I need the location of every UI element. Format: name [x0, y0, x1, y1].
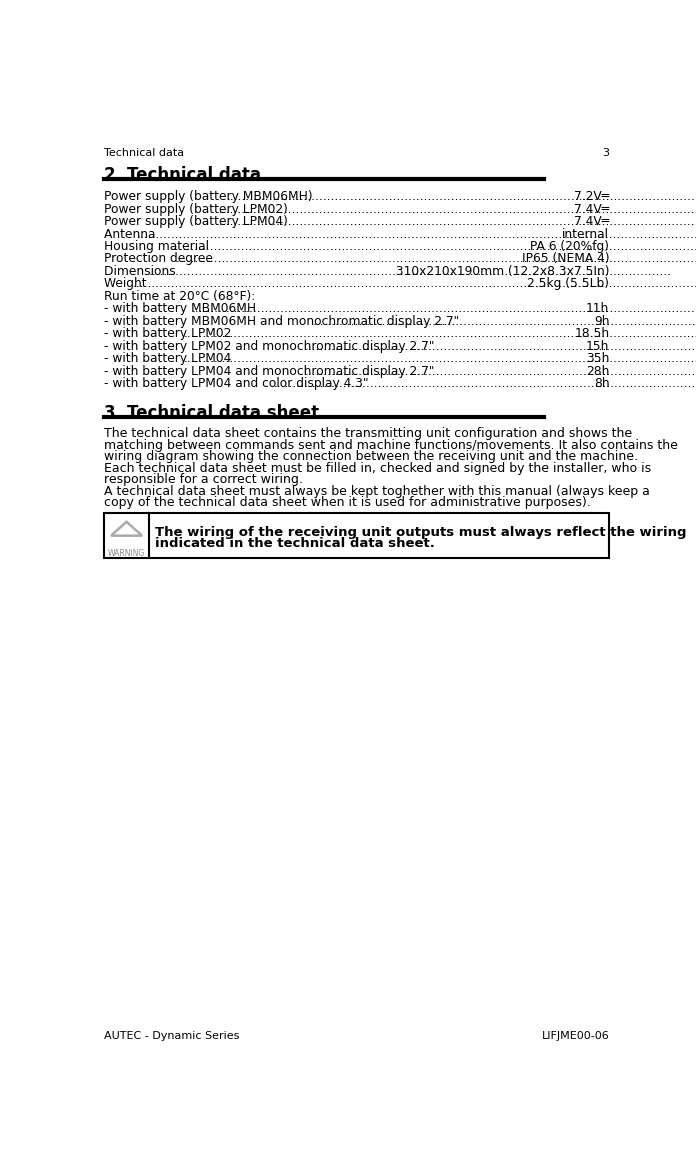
- Text: IP65 (NEMA 4): IP65 (NEMA 4): [522, 252, 610, 265]
- Text: Power supply (battery LPM02): Power supply (battery LPM02): [104, 203, 292, 216]
- Text: Run time at 20°C (68°F):: Run time at 20°C (68°F):: [104, 289, 255, 303]
- Text: Dimensions: Dimensions: [104, 265, 180, 278]
- Text: ................................................................................: ........................................…: [219, 215, 696, 228]
- Text: - with battery MBM06MH and monochromatic display 2.7": - with battery MBM06MH and monochromatic…: [104, 315, 459, 328]
- Text: 3: 3: [602, 148, 610, 158]
- Text: ................................................................................: ........................................…: [176, 252, 696, 265]
- Text: ................................................................................: ........................................…: [184, 352, 696, 365]
- Text: Each technical data sheet must be filled in, checked and signed by the installer: Each technical data sheet must be filled…: [104, 462, 651, 475]
- Text: LIFJME00-06: LIFJME00-06: [541, 1030, 610, 1041]
- Text: 28h: 28h: [586, 365, 610, 378]
- Text: 3: 3: [104, 404, 116, 421]
- Text: copy of the technical data sheet when it is used for administrative purposes).: copy of the technical data sheet when it…: [104, 496, 591, 509]
- Text: Housing material: Housing material: [104, 240, 213, 253]
- Text: Antenna: Antenna: [104, 228, 159, 240]
- Text: wiring diagram showing the connection between the receiving unit and the machine: wiring diagram showing the connection be…: [104, 449, 638, 463]
- Text: ................................................................................: ........................................…: [133, 278, 696, 291]
- Text: ................................................................................: ........................................…: [306, 365, 696, 378]
- Text: 2.5kg (5.5Lb): 2.5kg (5.5Lb): [528, 278, 610, 291]
- Polygon shape: [111, 522, 142, 536]
- Text: Technical data: Technical data: [127, 166, 261, 184]
- Text: ................................................................................: ........................................…: [191, 302, 696, 315]
- Text: !: !: [124, 526, 129, 539]
- Text: PA 6 (20%fg): PA 6 (20%fg): [526, 240, 610, 253]
- Text: Power supply (battery LPM04): Power supply (battery LPM04): [104, 215, 292, 228]
- Text: Protection degree: Protection degree: [104, 252, 216, 265]
- Text: 7.4V═: 7.4V═: [574, 203, 610, 216]
- Text: 8h: 8h: [594, 377, 610, 390]
- Text: - with battery LPM04: - with battery LPM04: [104, 352, 232, 365]
- Text: 7.2V═: 7.2V═: [574, 190, 610, 203]
- Text: Power supply (battery MBM06MH): Power supply (battery MBM06MH): [104, 190, 317, 203]
- Text: 2: 2: [104, 166, 116, 184]
- Text: WARNING: WARNING: [108, 548, 145, 558]
- Text: ................................................................................: ........................................…: [227, 190, 696, 203]
- Text: internal: internal: [562, 228, 610, 240]
- Text: ................................................................................: ........................................…: [172, 240, 696, 253]
- Text: 9h: 9h: [594, 315, 610, 328]
- Text: ................................................................................: ........................................…: [149, 265, 672, 278]
- Text: A technical data sheet must always be kept toghether with this manual (always ke: A technical data sheet must always be ke…: [104, 484, 650, 498]
- Text: ................................................................................: ........................................…: [306, 340, 696, 352]
- Text: 310x210x190mm (12.2x8.3x7.5In): 310x210x190mm (12.2x8.3x7.5In): [392, 265, 610, 278]
- Text: ................................................................................: ........................................…: [219, 203, 696, 216]
- Text: The wiring of the receiving unit outputs must always reflect the wiring: The wiring of the receiving unit outputs…: [155, 525, 687, 539]
- Text: 18.5h: 18.5h: [574, 327, 610, 341]
- Text: matching between commands sent and machine functions/movements. It also contains: matching between commands sent and machi…: [104, 439, 678, 452]
- Text: indicated in the technical data sheet.: indicated in the technical data sheet.: [155, 537, 435, 550]
- Text: ................................................................................: ........................................…: [137, 228, 696, 240]
- FancyBboxPatch shape: [104, 513, 610, 558]
- Text: AUTEC - Dynamic Series: AUTEC - Dynamic Series: [104, 1030, 239, 1041]
- Text: - with battery LPM02 and monochromatic display 2.7": - with battery LPM02 and monochromatic d…: [104, 340, 434, 352]
- Text: The technical data sheet contains the transmitting unit configuration and shows : The technical data sheet contains the tr…: [104, 427, 632, 440]
- Text: 7.4V═: 7.4V═: [574, 215, 610, 228]
- Text: - with battery LPM04 and color display 4.3": - with battery LPM04 and color display 4…: [104, 377, 369, 390]
- Text: 15h: 15h: [586, 340, 610, 352]
- Text: ................................................................................: ........................................…: [274, 377, 696, 390]
- Text: 35h: 35h: [586, 352, 610, 365]
- Text: ................................................................................: ........................................…: [184, 327, 696, 341]
- Text: Weight: Weight: [104, 278, 150, 291]
- Text: responsible for a correct wiring.: responsible for a correct wiring.: [104, 473, 303, 485]
- Text: - with battery LPM04 and monochromatic display 2.7": - with battery LPM04 and monochromatic d…: [104, 365, 434, 378]
- Text: - with battery MBM06MH: - with battery MBM06MH: [104, 302, 256, 315]
- Text: Technical data: Technical data: [104, 148, 184, 158]
- Text: - with battery LPM02: - with battery LPM02: [104, 327, 232, 341]
- Text: Technical data sheet: Technical data sheet: [127, 404, 319, 421]
- Text: 11h: 11h: [586, 302, 610, 315]
- Text: ................................................................................: ........................................…: [313, 315, 696, 328]
